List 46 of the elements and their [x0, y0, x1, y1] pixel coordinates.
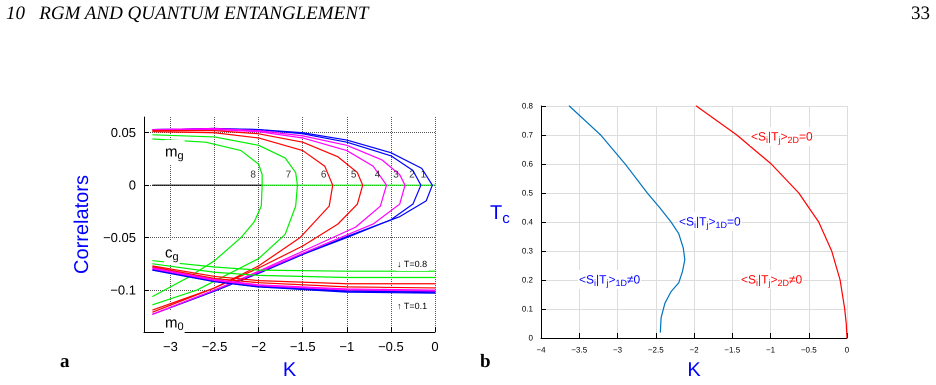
y-tick-label: 0	[128, 178, 136, 193]
y-axis-title: Correlators	[71, 175, 93, 274]
x-tick-label: −2.5	[202, 339, 228, 354]
annotation: 7	[286, 170, 292, 181]
y-tick-label: 0	[528, 334, 534, 342]
text: 10 RGM AND QUANTUM ENTANGLEMENT	[6, 3, 370, 24]
text: b	[480, 351, 491, 372]
x-tick-label: −3	[612, 346, 623, 354]
text: a	[60, 351, 70, 372]
x-tick-label: −4	[536, 346, 546, 354]
x-tick-label: −2	[251, 339, 266, 354]
y-tick-label: 0.5	[522, 188, 534, 198]
x-tick-label: 0	[431, 339, 439, 354]
y-tick-label: 0.3	[522, 246, 534, 256]
y-tick-label: 0.7	[522, 130, 534, 140]
y-tick-label: 0.8	[522, 102, 534, 110]
annotation: 3	[393, 170, 400, 181]
annotation: 4	[374, 170, 381, 181]
annotation: 6	[320, 170, 327, 181]
annotation: 8	[250, 170, 256, 181]
x-tick-label: −1.5	[724, 346, 741, 354]
x-tick-label: −3.5	[571, 346, 588, 354]
x-tick-label: −1	[339, 339, 354, 354]
y-tick-label: −0.1	[110, 282, 136, 298]
x-tick-label: −1	[766, 346, 776, 354]
x-tick-label: −3	[163, 339, 178, 354]
text: 33	[911, 3, 930, 24]
x-tick-label: −1.5	[290, 339, 316, 354]
y-tick-label: 0.05	[110, 125, 136, 140]
x-tick-label: −0.5	[378, 339, 404, 354]
x-axis-title: K	[282, 359, 297, 381]
x-tick-label: −2.5	[648, 346, 664, 354]
annotation: 5	[350, 170, 357, 181]
y-tick-label: 0.6	[522, 160, 534, 168]
annotation: ↑ T=0.1	[397, 301, 428, 311]
y-tick-label: −0.05	[103, 230, 136, 246]
annotation: ↓ T=0.8	[397, 259, 428, 269]
y-tick-label: 0.4	[522, 218, 534, 226]
y-tick-label: 0.2	[522, 276, 534, 284]
x-axis-title: K	[687, 359, 702, 381]
annotation: 1	[420, 170, 427, 181]
x-tick-label: 0	[844, 346, 850, 354]
annotation: 2	[409, 170, 416, 181]
x-tick-label: −0.5	[800, 346, 818, 354]
y-tick-label: 0.1	[522, 304, 534, 314]
x-tick-label: −2	[689, 346, 700, 354]
